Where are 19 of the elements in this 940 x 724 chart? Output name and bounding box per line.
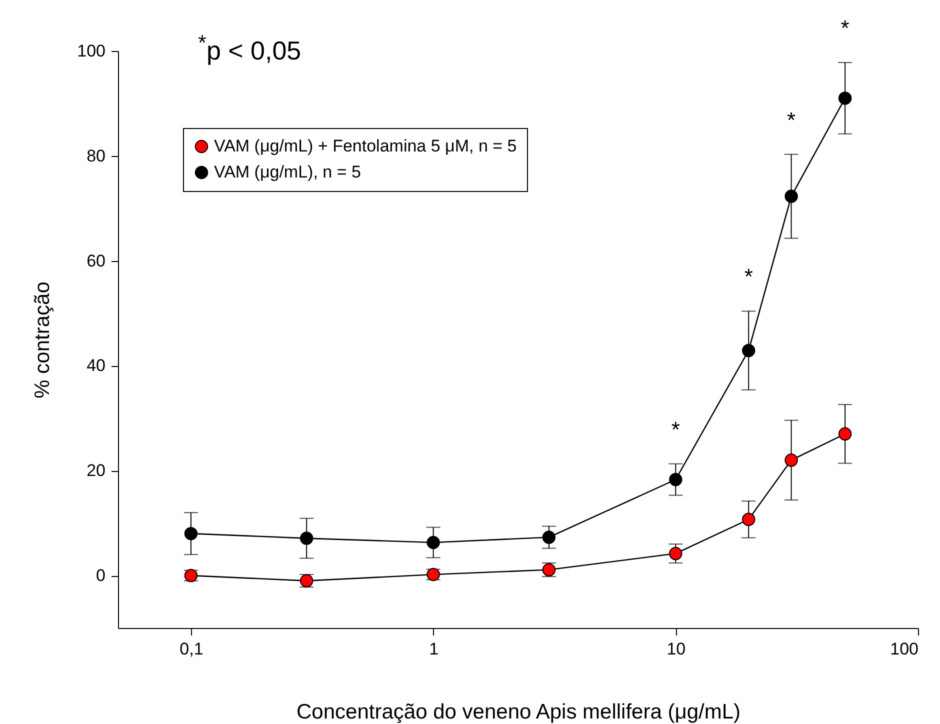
y-tick-label: 100 (77, 42, 106, 60)
y-axis-title: % contração (31, 282, 54, 398)
x-tick-label: 10 (666, 640, 686, 658)
annotation: * (787, 107, 796, 132)
annotation: * (744, 264, 754, 290)
y-tick-label: 60 (86, 251, 106, 270)
legend-label: VAM (μg/mL), n = 5 (214, 162, 361, 182)
y-tick-label: 0 (96, 566, 106, 586)
x-tick-label: 0,1 (180, 640, 204, 658)
annotation: * (671, 416, 680, 442)
annotation: * (840, 16, 850, 41)
y-tick-label: 20 (86, 461, 106, 480)
x-axis-title: Concentração do veneno Apis mellifera (μg/mL) (296, 700, 740, 724)
x-tick-label: 1 (429, 640, 439, 658)
y-tick-label: 40 (86, 356, 106, 376)
legend-label: VAM (μg/mL) + Fentolamina 5 μM, n = 5 (214, 136, 517, 156)
y-tick-label: 80 (86, 146, 106, 166)
x-tick-label: 100 (890, 640, 918, 658)
annotation: $^{*}$p < 0,05 (198, 30, 302, 67)
